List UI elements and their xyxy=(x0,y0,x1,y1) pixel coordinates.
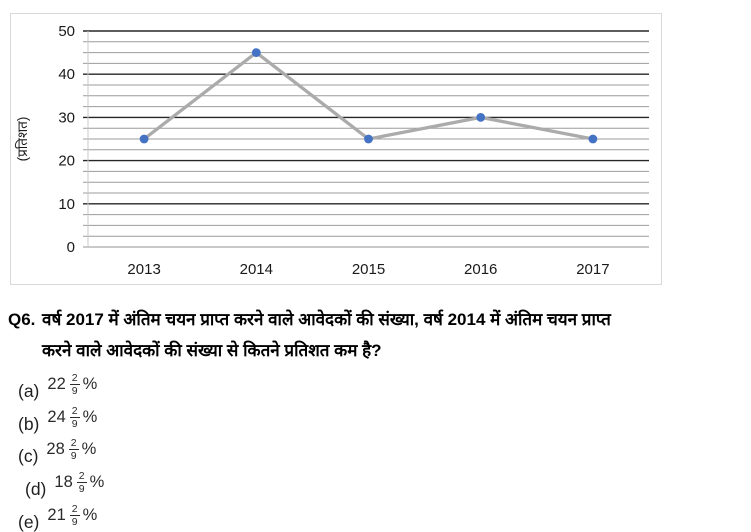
option-c[interactable]: (c) 28 2 9 % xyxy=(18,437,104,470)
option-letter: (b) xyxy=(18,413,40,434)
fraction: 2 9 xyxy=(69,371,80,397)
svg-text:2015: 2015 xyxy=(352,261,385,278)
svg-text:0: 0 xyxy=(67,239,75,256)
svg-text:(प्रतिशत): (प्रतिशत) xyxy=(14,117,30,162)
svg-text:50: 50 xyxy=(58,23,75,40)
option-value: 18 2 9 % xyxy=(54,470,105,496)
svg-text:10: 10 xyxy=(58,196,75,213)
options-list: (a) 22 2 9 % (b) 24 2 9 % (c) xyxy=(18,371,104,532)
fraction: 2 9 xyxy=(69,503,80,529)
svg-text:40: 40 xyxy=(58,66,75,83)
question-number: Q6. xyxy=(8,310,36,329)
option-letter: (e) xyxy=(18,512,40,532)
fraction: 2 9 xyxy=(68,437,79,463)
option-letter: (a) xyxy=(18,380,40,401)
option-letter: (d) xyxy=(25,479,47,500)
svg-text:20: 20 xyxy=(58,153,75,170)
percent-sign: % xyxy=(81,440,97,459)
question-text-line2: करने वाले आवेदकों की संख्या से कितने प्र… xyxy=(42,341,382,360)
option-value: 21 2 9 % xyxy=(47,503,98,529)
svg-text:30: 30 xyxy=(58,109,75,126)
svg-text:2014: 2014 xyxy=(240,261,273,278)
question-text-line1: वर्ष 2017 में अंतिम चयन प्राप्त करने वाल… xyxy=(42,310,611,329)
question-text: वर्ष 2017 में अंतिम चयन प्राप्त करने वाल… xyxy=(42,304,746,366)
option-a[interactable]: (a) 22 2 9 % xyxy=(18,371,104,404)
fraction: 2 9 xyxy=(76,470,87,496)
percentage-line-chart: 0 10 20 30 40 50 2013 2014 2015 2016 2017 (प्रतिशत) xyxy=(14,23,649,278)
option-value: 22 2 9 % xyxy=(47,371,98,397)
svg-text:2016: 2016 xyxy=(464,261,497,278)
percent-sign: % xyxy=(82,374,98,393)
option-letter: (c) xyxy=(18,446,39,467)
question: Q6. वर्ष 2017 में अंतिम चयन प्राप्त करने… xyxy=(8,304,746,366)
svg-text:2013: 2013 xyxy=(127,261,160,278)
option-b[interactable]: (b) 24 2 9 % xyxy=(18,404,104,437)
chart-panel: 0 10 20 30 40 50 2013 2014 2015 2016 2017 (प्रतिशत) xyxy=(10,13,662,285)
percent-sign: % xyxy=(89,473,105,492)
svg-text:2017: 2017 xyxy=(576,261,609,278)
option-value: 24 2 9 % xyxy=(47,404,98,430)
percent-sign: % xyxy=(82,506,98,525)
percent-sign: % xyxy=(82,407,98,426)
option-value: 28 2 9 % xyxy=(46,437,97,463)
fraction: 2 9 xyxy=(69,404,80,430)
option-e[interactable]: (e) 21 2 9 % xyxy=(18,502,104,532)
option-d[interactable]: (d) 18 2 9 % xyxy=(18,469,104,502)
